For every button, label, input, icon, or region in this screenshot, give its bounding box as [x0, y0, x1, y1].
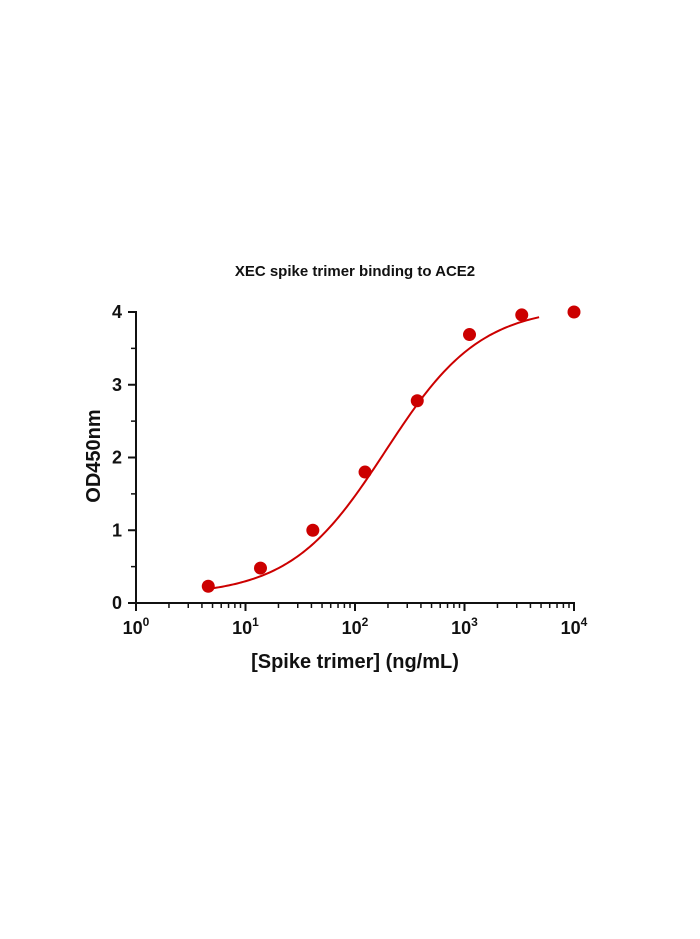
- y-tick-label: 0: [112, 593, 122, 613]
- data-point: [567, 305, 581, 319]
- y-tick-label: 3: [112, 375, 122, 395]
- y-tick-label: 2: [112, 448, 122, 468]
- x-tick-exponent: 3: [471, 615, 478, 629]
- y-tick-label: 4: [112, 302, 122, 322]
- chart-title: XEC spike trimer binding to ACE2: [235, 263, 475, 280]
- x-tick-label: 103: [451, 615, 478, 638]
- x-tick-base: 10: [451, 618, 471, 638]
- data-point: [515, 308, 529, 322]
- x-tick-exponent: 0: [143, 615, 150, 629]
- fit-curve-group: [208, 316, 540, 590]
- x-tick-label: 101: [232, 615, 259, 638]
- x-tick-label: 104: [561, 615, 588, 638]
- y-axis-label: OD450nm: [83, 409, 105, 502]
- x-tick-base: 10: [561, 618, 581, 638]
- fit-curve: [208, 316, 540, 590]
- x-tick-base: 10: [342, 618, 362, 638]
- x-tick-exponent: 4: [581, 615, 588, 629]
- data-point: [253, 561, 267, 575]
- y-axis-ticks: 0 1 2 3 4: [112, 302, 136, 613]
- data-point: [410, 394, 424, 408]
- x-tick-base: 10: [123, 618, 143, 638]
- x-tick-base: 10: [232, 618, 252, 638]
- axes: [135, 311, 575, 604]
- data-point: [201, 579, 215, 593]
- data-points: [201, 305, 581, 593]
- x-tick-label: 102: [342, 615, 369, 638]
- data-point: [463, 328, 477, 342]
- x-axis-label: [Spike trimer] (ng/mL): [251, 651, 459, 673]
- data-point: [306, 523, 320, 537]
- x-axis-ticks: 100 101 102 103 104: [123, 603, 588, 638]
- x-tick-exponent: 2: [362, 615, 369, 629]
- x-tick-exponent: 1: [252, 615, 259, 629]
- data-point: [358, 465, 372, 479]
- x-tick-label: 100: [123, 615, 150, 638]
- y-tick-label: 1: [112, 520, 122, 540]
